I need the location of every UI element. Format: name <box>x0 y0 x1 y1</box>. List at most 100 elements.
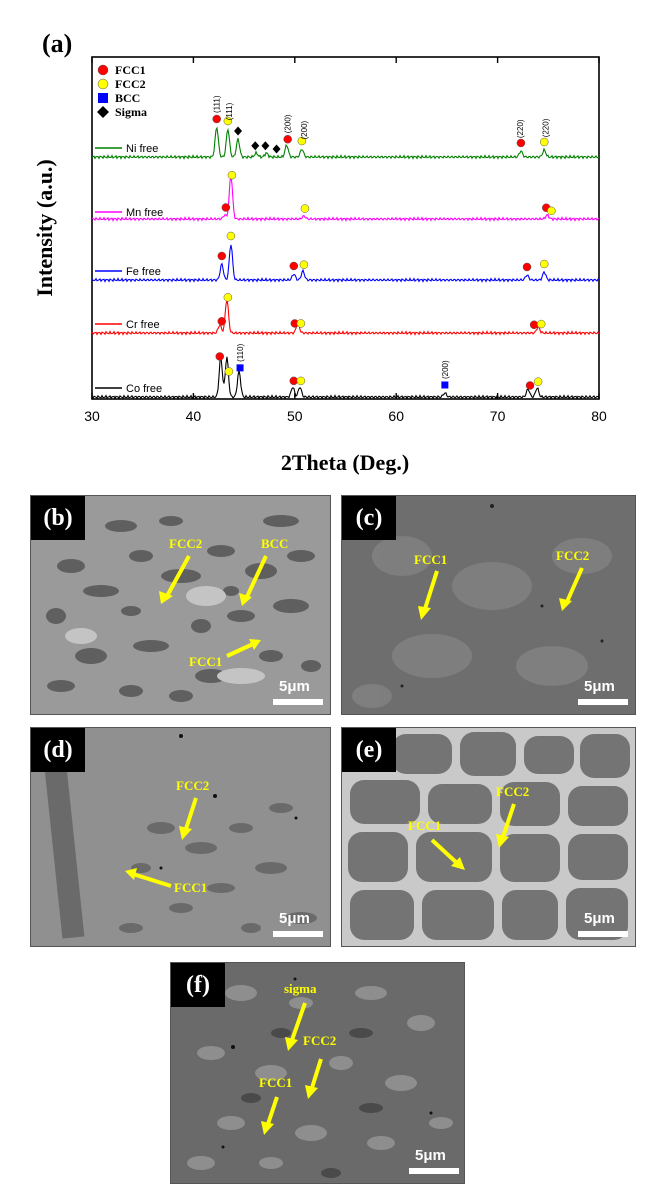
micrograph-e: (e) FCC2 FCC1 5μm <box>341 727 636 947</box>
xrd-traces: Ni free (111) (111) (200) (200) (220) (220) Mn … <box>91 95 600 400</box>
xrd-chart: (a) 30 40 50 60 70 80 Ni free (111) (111) (200) (… <box>32 29 607 475</box>
arrows-c <box>418 567 584 620</box>
scale-bar-c <box>578 699 628 705</box>
panel-label-c: (c) <box>342 496 396 540</box>
marker-fcc1 <box>215 352 225 361</box>
marker-fcc2 <box>297 136 307 146</box>
legend-label-fcc1: FCC1 <box>115 63 146 77</box>
legend-label-bcc: BCC <box>115 91 140 105</box>
marker-fcc2 <box>224 367 234 376</box>
marker-sigma <box>272 144 281 154</box>
plot-frame <box>91 56 600 400</box>
marker-fcc2 <box>296 319 306 328</box>
marker-fcc2 <box>223 116 233 126</box>
x-axis-title: 2Theta (Deg.) <box>281 450 409 475</box>
scale-text-d: 5μm <box>279 910 310 927</box>
marker-fcc2 <box>299 260 309 269</box>
series-mn-free: Mn free <box>91 170 600 222</box>
marker-fcc2 <box>547 206 556 216</box>
marker-bcc <box>441 381 449 389</box>
plane-label: (111) <box>225 102 234 120</box>
panel-label-f: (f) <box>171 963 225 1007</box>
series-label: Ni free <box>126 143 158 155</box>
marker-fcc1 <box>221 203 231 212</box>
arrow-fcc1 <box>265 1096 279 1128</box>
phase-label-fcc1: FCC1 <box>408 818 442 833</box>
x-tick-label: 80 <box>591 408 607 424</box>
arrow-fcc1 <box>132 872 172 888</box>
marker-sigma <box>251 141 260 151</box>
plane-label: (220) <box>516 119 525 138</box>
arrow-fcc1 <box>422 570 439 613</box>
marker-fcc2 <box>533 377 543 386</box>
marker-fcc2 <box>539 259 549 269</box>
arrow-fcc2 <box>564 567 584 605</box>
scale-bar-b <box>273 699 323 705</box>
arrow-fcc2 <box>500 803 516 841</box>
plane-label: (111) <box>213 95 222 113</box>
panel-label-b: (b) <box>31 496 85 540</box>
marker-fcc1 <box>516 138 526 148</box>
x-tick-label: 30 <box>84 408 100 424</box>
legend-label-sigma: Sigma <box>115 105 147 119</box>
scale-text-f: 5μm <box>415 1147 446 1164</box>
marker-fcc2 <box>223 293 233 302</box>
x-tick-label: 60 <box>388 408 404 424</box>
plane-label: (200) <box>300 120 309 139</box>
arrow-fcc2 <box>309 1058 323 1092</box>
series-ni-free: Ni free (111) (111) (200) (200) (220) (220) <box>91 95 600 160</box>
scale-text-c: 5μm <box>584 678 615 695</box>
x-tick-label: 40 <box>186 408 202 424</box>
marker-fcc1 <box>525 381 535 390</box>
series-line <box>91 299 600 336</box>
phase-label-fcc2: FCC2 <box>303 1033 337 1048</box>
scale-bar-f <box>409 1168 459 1174</box>
arrow-fcc1 <box>430 838 460 866</box>
arrows-b <box>159 555 268 658</box>
panel-label-e: (e) <box>342 728 396 772</box>
arrow-fcc1 <box>226 642 254 658</box>
x-tick-label: 50 <box>287 408 303 424</box>
series-label: Mn free <box>126 207 163 219</box>
marker-fcc2 <box>539 137 549 147</box>
plane-label: (200) <box>441 360 450 379</box>
phase-label-fcc2: FCC2 <box>496 784 530 799</box>
micrograph-b: (b) FCC2 BCC FCC1 5μm <box>30 495 331 715</box>
marker-fcc1 <box>217 251 227 261</box>
legend-marker-sigma <box>97 106 109 118</box>
scale-text-e: 5μm <box>584 910 615 927</box>
marker-fcc2 <box>226 231 236 241</box>
micrograph-d: (d) FCC2 FCC1 5μm <box>30 727 331 947</box>
marker-fcc1 <box>529 320 539 330</box>
phase-label-fcc1: FCC1 <box>174 880 208 895</box>
series-label: Fe free <box>126 266 161 278</box>
marker-sigma <box>234 126 243 136</box>
series-line <box>91 356 600 400</box>
series-fe-free: Fe free <box>91 231 600 283</box>
arrow-bcc <box>244 555 268 600</box>
panel-label-d: (d) <box>31 728 85 772</box>
legend-marker-fcc1 <box>97 64 109 76</box>
marker-fcc1 <box>283 134 292 144</box>
marker-fcc2 <box>536 319 546 329</box>
y-axis-title: Intensity (a.u.) <box>32 159 57 297</box>
legend-marker-bcc <box>98 93 108 103</box>
marker-fcc1 <box>522 262 532 272</box>
marker-fcc1 <box>289 376 299 386</box>
legend-marker-fcc2 <box>97 78 109 90</box>
phase-label-fcc2: FCC2 <box>176 778 210 793</box>
phase-label-fcc1: FCC1 <box>414 552 448 567</box>
marker-sigma <box>261 141 270 151</box>
scale-bar-d <box>273 931 323 937</box>
x-tick-label: 70 <box>490 408 506 424</box>
series-cr-free: Cr free <box>91 293 600 336</box>
phase-label-fcc1: FCC1 <box>259 1075 293 1090</box>
series-line <box>91 244 600 283</box>
series-line <box>91 175 600 222</box>
plane-label: (220) <box>541 118 550 137</box>
phase-label-sigma: sigma <box>284 981 317 996</box>
micrograph-f: (f) sigma FCC2 FCC1 5μm <box>170 962 465 1184</box>
marker-fcc2 <box>227 170 237 180</box>
plane-label: (200) <box>284 114 293 133</box>
